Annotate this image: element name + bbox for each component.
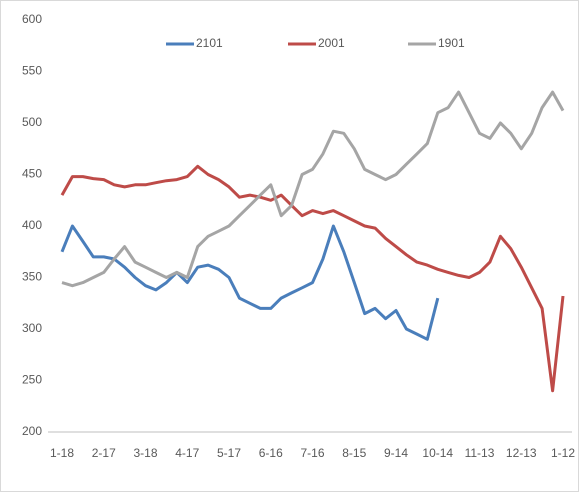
legend-label: 2101 bbox=[196, 36, 223, 50]
x-tick-label: 7-16 bbox=[300, 446, 324, 460]
x-tick-label: 12-13 bbox=[506, 446, 537, 460]
y-tick-label: 600 bbox=[22, 12, 42, 26]
legend-label: 2001 bbox=[318, 36, 345, 50]
x-tick-label: 1-12 bbox=[551, 446, 575, 460]
y-tick-label: 200 bbox=[22, 424, 42, 438]
y-tick-label: 500 bbox=[22, 115, 42, 129]
x-tick-label: 2-17 bbox=[92, 446, 116, 460]
legend-label: 1901 bbox=[438, 36, 465, 50]
x-tick-label: 3-18 bbox=[133, 446, 157, 460]
y-tick-label: 350 bbox=[22, 270, 42, 284]
series-line bbox=[60, 164, 565, 393]
x-tick-label: 8-15 bbox=[342, 446, 366, 460]
x-tick-label: 11-13 bbox=[465, 446, 495, 460]
y-tick-label: 450 bbox=[22, 167, 42, 181]
y-tick-label: 550 bbox=[22, 64, 42, 78]
y-tick-label: 300 bbox=[22, 321, 42, 335]
legend: 2101 2001 1901 bbox=[166, 36, 465, 50]
x-tick-label: 1-18 bbox=[50, 446, 74, 460]
y-tick-label: 400 bbox=[22, 218, 42, 232]
y-tick-label: 250 bbox=[22, 373, 42, 387]
x-tick-label: 10-14 bbox=[422, 446, 453, 460]
series-line bbox=[60, 224, 440, 341]
series-line bbox=[61, 90, 565, 288]
x-tick-label: 5-17 bbox=[217, 446, 241, 460]
x-tick-label: 4-17 bbox=[175, 446, 199, 460]
x-tick-label: 9-14 bbox=[384, 446, 408, 460]
x-tick-label: 6-16 bbox=[259, 446, 283, 460]
